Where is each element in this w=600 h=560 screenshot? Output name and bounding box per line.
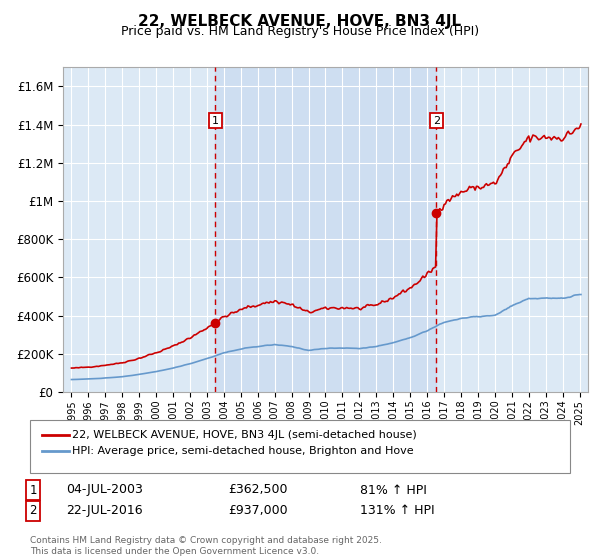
Text: 2: 2	[29, 504, 37, 517]
Text: 2: 2	[433, 116, 440, 125]
Bar	[215, 67, 436, 392]
Text: 22, WELBECK AVENUE, HOVE, BN3 4JL: 22, WELBECK AVENUE, HOVE, BN3 4JL	[139, 14, 461, 29]
Text: 22, WELBECK AVENUE, HOVE, BN3 4JL (semi-detached house): 22, WELBECK AVENUE, HOVE, BN3 4JL (semi-…	[72, 430, 417, 440]
Text: Contains HM Land Registry data © Crown copyright and database right 2025.
This d: Contains HM Land Registry data © Crown c…	[30, 536, 382, 556]
Text: £937,000: £937,000	[228, 504, 287, 517]
Text: HPI: Average price, semi-detached house, Brighton and Hove: HPI: Average price, semi-detached house,…	[72, 446, 413, 456]
Text: 1: 1	[212, 116, 219, 125]
Text: 131% ↑ HPI: 131% ↑ HPI	[360, 504, 434, 517]
Text: 1: 1	[29, 483, 37, 497]
Text: Price paid vs. HM Land Registry's House Price Index (HPI): Price paid vs. HM Land Registry's House …	[121, 25, 479, 38]
Text: 04-JUL-2003: 04-JUL-2003	[66, 483, 143, 497]
Text: 22-JUL-2016: 22-JUL-2016	[66, 504, 143, 517]
Text: 81% ↑ HPI: 81% ↑ HPI	[360, 483, 427, 497]
Text: £362,500: £362,500	[228, 483, 287, 497]
